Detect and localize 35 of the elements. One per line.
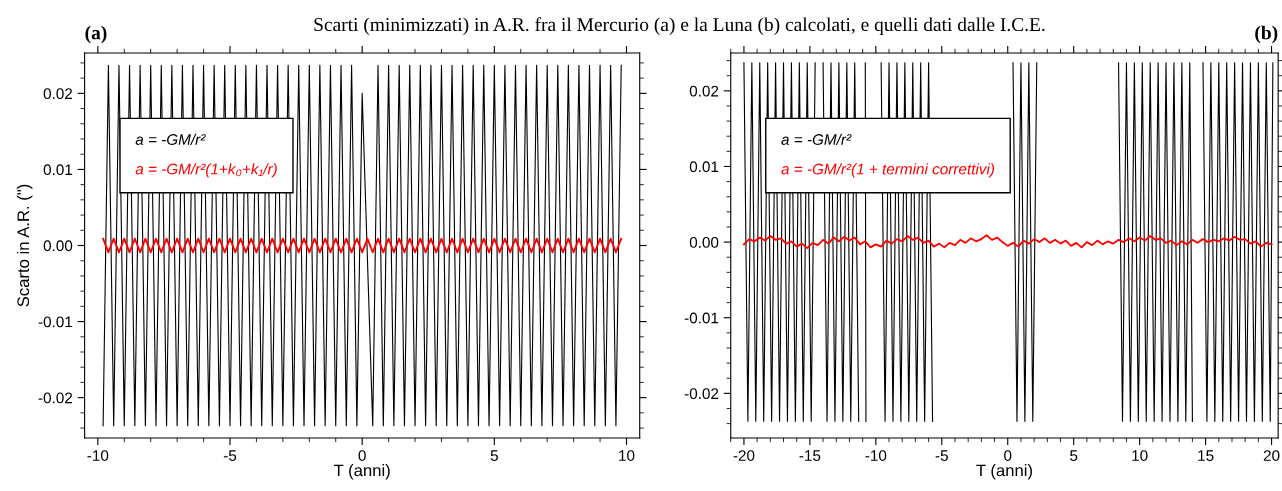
- x-axis-title: T (anni): [333, 464, 390, 480]
- y-tick-label: 0.00: [689, 236, 719, 248]
- x-tick-label: 0: [358, 450, 366, 461]
- x-axis-title: T (anni): [976, 464, 1032, 480]
- y-tick-label: 0.00: [43, 240, 73, 252]
- x-tick-label: 20: [1263, 450, 1280, 461]
- y-tick-label: 0.01: [689, 161, 719, 173]
- x-tick-label: -20: [733, 450, 755, 461]
- x-tick-label: 10: [619, 450, 635, 461]
- y-tick-label: -0.02: [38, 392, 73, 404]
- y-tick-label: -0.01: [684, 312, 719, 324]
- x-tick-label: -10: [87, 450, 109, 461]
- x-tick-label: 0: [1004, 450, 1012, 461]
- y-tick-label: 0.02: [43, 88, 73, 100]
- x-tick-label: 15: [1198, 450, 1214, 461]
- x-tick-label: 5: [1070, 450, 1078, 461]
- x-tick-label: 10: [1132, 450, 1148, 461]
- y-axis-title: Scarto in A.R. ("): [16, 184, 33, 307]
- series-label: a = -GM/r²: [781, 133, 852, 145]
- line-series: [743, 234, 1273, 250]
- x-tick-label: -5: [223, 450, 237, 461]
- x-tick-label: 5: [490, 450, 498, 461]
- chart-title: (b): [1255, 25, 1278, 44]
- series-label: a = -GM/r²: [135, 133, 206, 145]
- x-tick-label: -5: [935, 450, 948, 461]
- text: Scarti (minimizzati) in A.R. fra il Mercurio (a) e la Luna (b) calcolati, e quelli dati dalle I.C.E.: [314, 17, 1045, 36]
- x-tick-label: -15: [799, 450, 821, 461]
- y-tick-label: -0.02: [684, 388, 719, 400]
- chart-title: (a): [85, 25, 107, 44]
- text: a = -GM/r²(1 + termini correttivi): [781, 163, 995, 178]
- text: a = -GM/r²(1+k₀+k₁/r): [135, 163, 277, 178]
- y-tick-label: 0.01: [43, 164, 73, 176]
- y-tick-label: -0.01: [38, 316, 73, 328]
- y-tick-label: 0.02: [689, 85, 719, 97]
- x-tick-label: -10: [865, 450, 887, 461]
